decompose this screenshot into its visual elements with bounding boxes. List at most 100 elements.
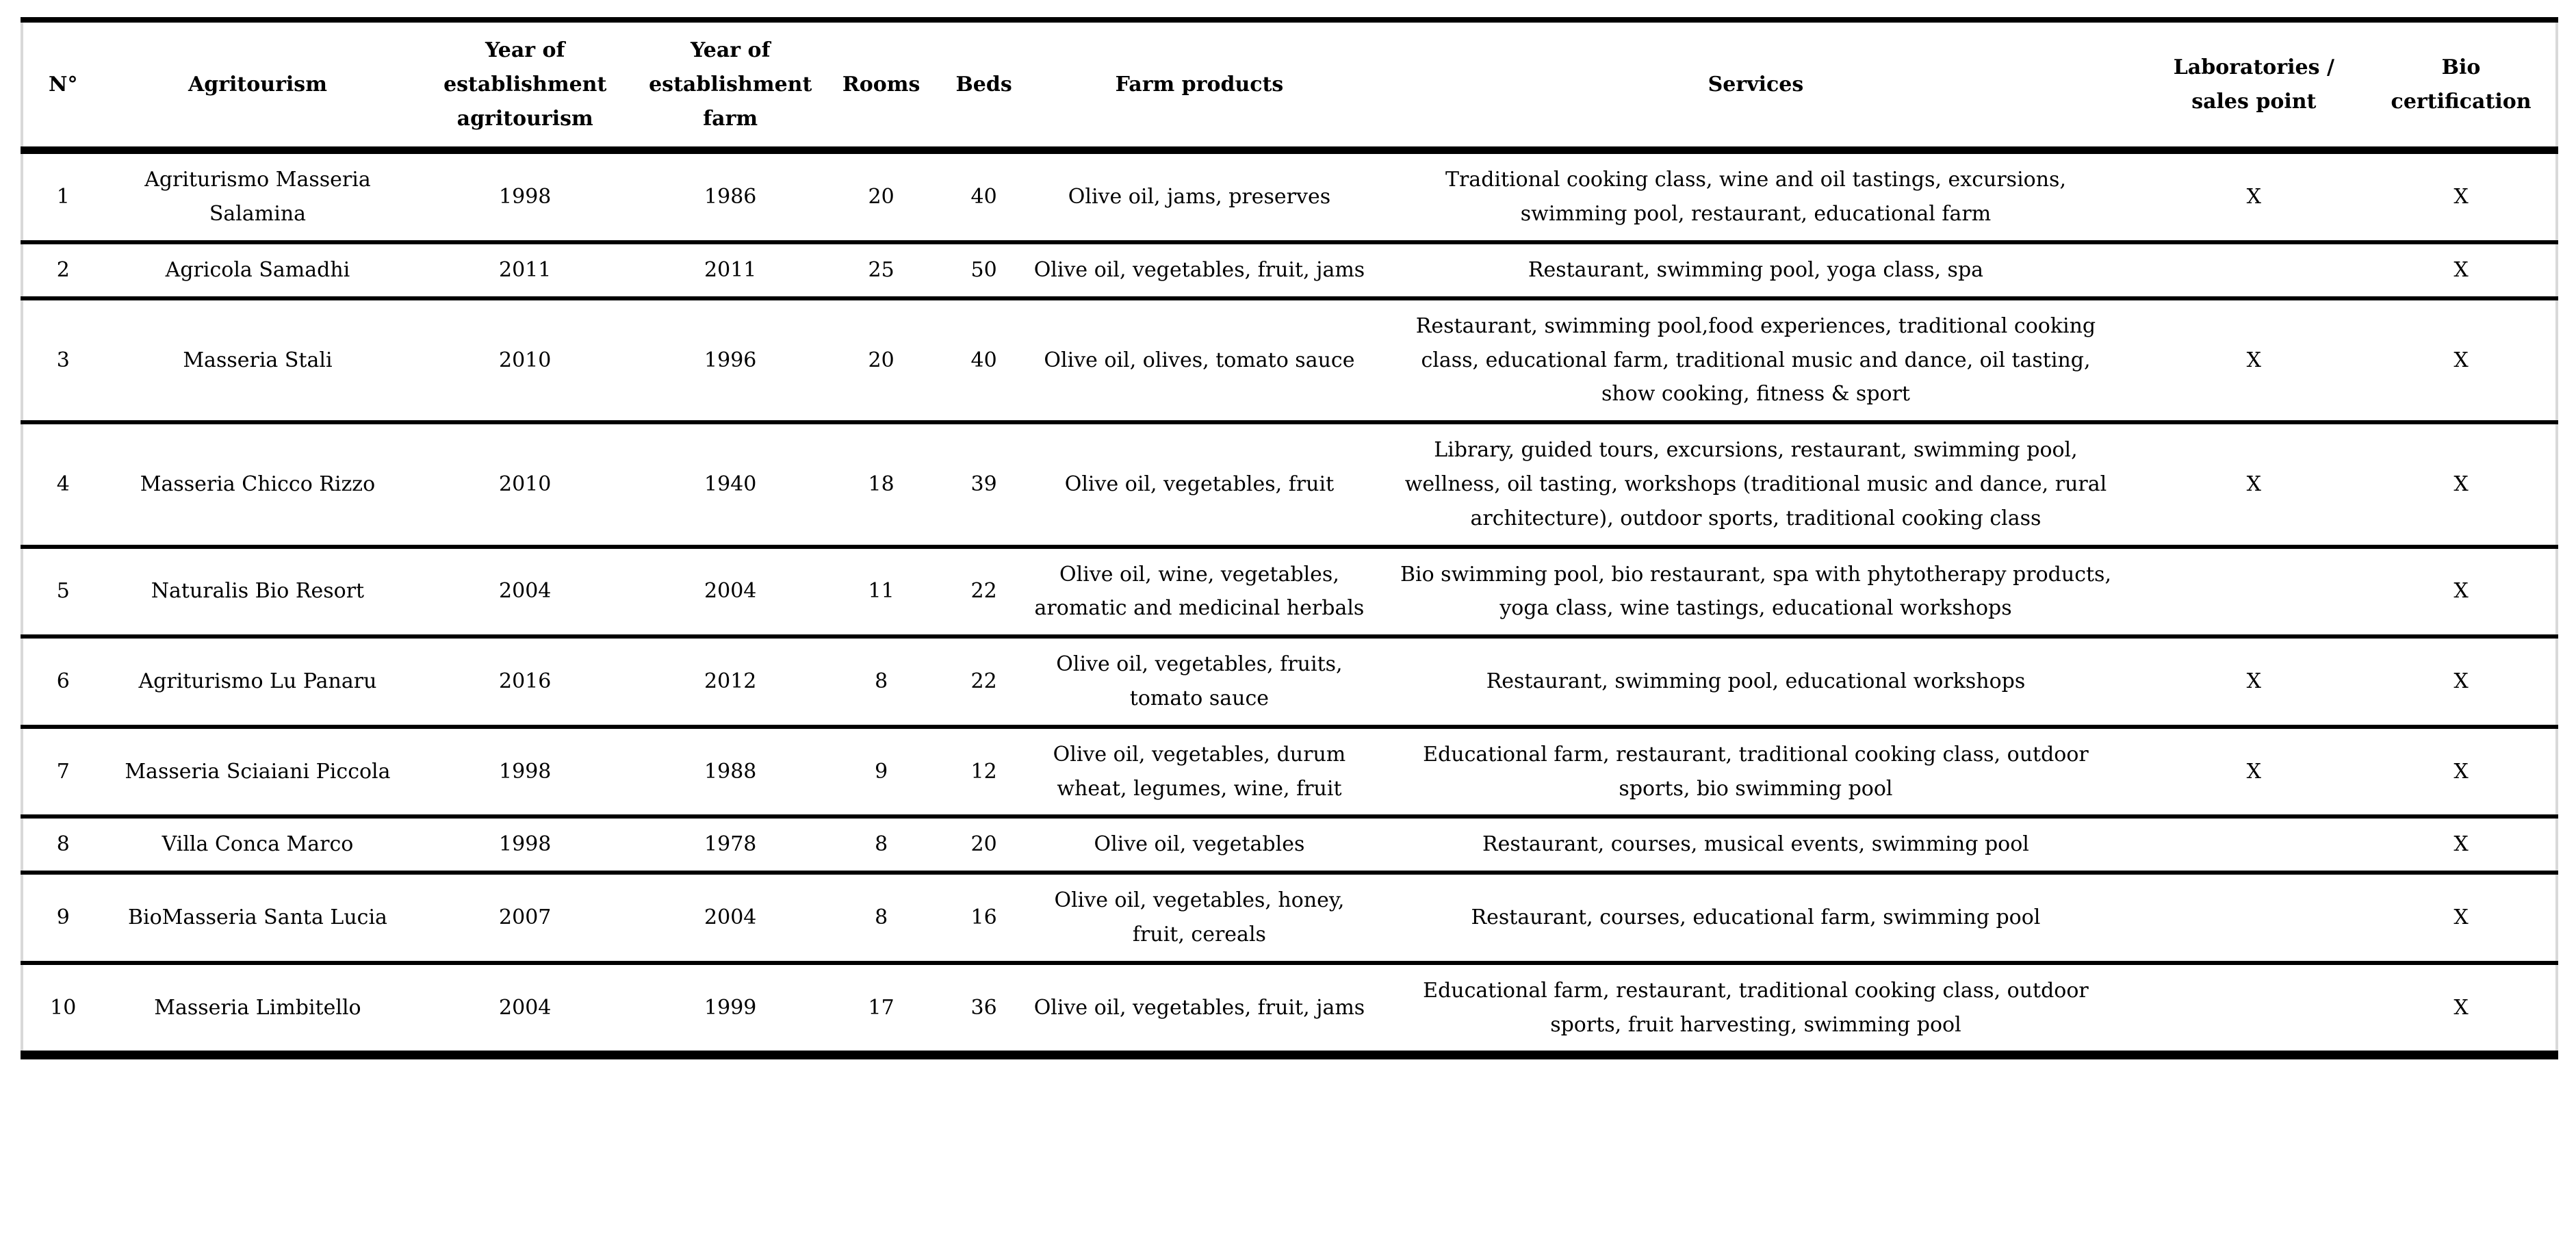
cell-services: Educational farm, restaurant, traditiona… [1423,978,2089,1037]
cell-year-establishment-farm: 2012 [704,669,757,694]
cell-n: 8 [56,832,70,857]
cell-farm-products: Olive oil, vegetables, fruit, jams [1033,995,1365,1020]
cell-agritourism: Agriturismo Lu Panaru [138,669,377,694]
cell-agritourism: Agricola Samadhi [165,257,350,282]
cell-beds: 16 [970,905,997,930]
cell-farm-products: Olive oil, vegetables, durum wheat, legu… [1053,742,1346,801]
cell-laboratories-sales-point: X [2246,669,2261,694]
cell-laboratories-sales-point [2141,963,2367,1055]
table-row: 6 Agriturismo Lu Panaru 2016 2012 8 22 O… [22,636,2557,727]
cell-farm-products: Olive oil, wine, vegetables, aromatic an… [1034,562,1365,621]
agritourism-table-container: N° Agritourism Year of establishment agr… [21,17,2558,1060]
cell-year-establishment-farm: 1996 [704,348,757,372]
cell-beds: 20 [970,832,997,857]
cell-beds: 12 [970,759,997,784]
column-header-services: Services [1708,72,1804,96]
cell-bio-certification: X [2453,185,2469,209]
cell-rooms: 9 [875,759,888,784]
column-header-beds: Beds [955,72,1012,96]
cell-agritourism: Agriturismo Masseria Salamina [144,168,371,227]
cell-rooms: 18 [868,472,894,496]
cell-services: Bio swimming pool, bio restaurant, spa w… [1400,562,2111,621]
cell-rooms: 8 [875,669,888,694]
cell-services: Educational farm, restaurant, traditiona… [1423,742,2089,801]
cell-farm-products: Olive oil, olives, tomato sauce [1044,348,1355,372]
table-row: 10 Masseria Limbitello 2004 1999 17 36 O… [22,963,2557,1055]
cell-laboratories-sales-point [2141,547,2367,637]
cell-agritourism: Masseria Stali [183,348,333,372]
cell-bio-certification: X [2453,257,2469,282]
cell-n: 4 [56,472,70,496]
cell-laboratories-sales-point [2141,242,2367,298]
cell-year-establishment-agritourism: 1998 [499,832,552,857]
cell-beds: 50 [970,257,997,282]
table-row: 8 Villa Conca Marco 1998 1978 8 20 Olive… [22,816,2557,873]
table-row: 7 Masseria Sciaiani Piccola 1998 1988 9 … [22,727,2557,817]
cell-services: Restaurant, swimming pool, educational w… [1486,669,2026,694]
cell-rooms: 20 [868,348,894,372]
cell-beds: 22 [970,579,997,604]
cell-beds: 22 [970,669,997,694]
cell-farm-products: Olive oil, vegetables, fruits, tomato sa… [1056,652,1343,710]
cell-farm-products: Olive oil, vegetables [1094,832,1305,857]
cell-year-establishment-agritourism: 2004 [499,579,552,604]
cell-year-establishment-agritourism: 1998 [499,185,552,209]
cell-year-establishment-agritourism: 2007 [499,905,552,930]
column-header-agritourism: Agritourism [188,72,327,96]
cell-year-establishment-agritourism: 2004 [499,995,552,1020]
cell-farm-products: Olive oil, vegetables, fruit, jams [1033,257,1365,282]
cell-bio-certification: X [2453,995,2469,1020]
cell-year-establishment-agritourism: 2010 [499,472,552,496]
cell-farm-products: Olive oil, vegetables, fruit [1064,472,1335,496]
cell-n: 10 [50,995,77,1020]
cell-bio-certification: X [2453,759,2469,784]
table-row: 1 Agriturismo Masseria Salamina 1998 198… [22,151,2557,242]
column-header-year-establishment-agritourism: Year of establishment agritourism [443,38,607,131]
cell-rooms: 25 [868,257,894,282]
cell-year-establishment-farm: 1999 [704,995,757,1020]
table-row: 4 Masseria Chicco Rizzo 2010 1940 18 39 … [22,422,2557,547]
column-header-farm-products: Farm products [1115,72,1284,96]
cell-rooms: 11 [868,579,894,604]
cell-services: Restaurant, courses, educational farm, s… [1471,905,2041,930]
cell-agritourism: Masseria Chicco Rizzo [140,472,376,496]
cell-laboratories-sales-point [2141,816,2367,873]
column-header-rooms: Rooms [842,72,920,96]
cell-agritourism: Naturalis Bio Resort [151,579,365,604]
cell-bio-certification: X [2453,832,2469,857]
cell-year-establishment-farm: 1978 [704,832,757,857]
cell-laboratories-sales-point: X [2246,348,2261,372]
cell-year-establishment-agritourism: 2011 [499,257,552,282]
cell-farm-products: Olive oil, vegetables, honey, fruit, cer… [1054,888,1345,947]
cell-n: 7 [56,759,70,784]
table-row: 5 Naturalis Bio Resort 2004 2004 11 22 O… [22,547,2557,637]
cell-rooms: 20 [868,185,894,209]
cell-services: Traditional cooking class, wine and oil … [1445,168,2066,227]
cell-bio-certification: X [2453,472,2469,496]
cell-agritourism: Villa Conca Marco [162,832,354,857]
table-row: 9 BioMasseria Santa Lucia 2007 2004 8 16… [22,873,2557,963]
cell-beds: 36 [970,995,997,1020]
cell-rooms: 17 [868,995,894,1020]
cell-bio-certification: X [2453,579,2469,604]
cell-year-establishment-farm: 1988 [704,759,757,784]
column-header-n: N° [49,72,78,96]
cell-year-establishment-farm: 1940 [704,472,757,496]
cell-services: Restaurant, swimming pool,food experienc… [1415,313,2096,407]
cell-year-establishment-agritourism: 2016 [499,669,552,694]
cell-beds: 40 [970,348,997,372]
cell-bio-certification: X [2453,669,2469,694]
cell-rooms: 8 [875,905,888,930]
column-header-bio-certification: Bio certification [2391,55,2532,114]
column-header-year-establishment-farm: Year of establishment farm [649,38,812,131]
cell-year-establishment-agritourism: 1998 [499,759,552,784]
cell-services: Restaurant, swimming pool, yoga class, s… [1528,257,1984,282]
table-row: 3 Masseria Stali 2010 1996 20 40 Olive o… [22,298,2557,423]
cell-services: Library, guided tours, excursions, resta… [1404,438,2107,530]
cell-n: 2 [56,257,70,282]
cell-laboratories-sales-point [2141,873,2367,963]
cell-beds: 39 [970,472,997,496]
cell-year-establishment-farm: 2004 [704,579,757,604]
cell-beds: 40 [970,185,997,209]
cell-agritourism: BioMasseria Santa Lucia [127,905,387,930]
